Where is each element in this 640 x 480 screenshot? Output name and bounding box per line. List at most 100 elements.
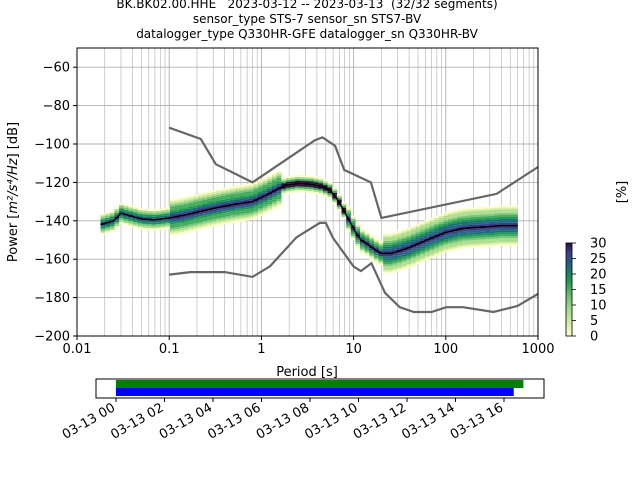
density-cell [170, 229, 175, 232]
density-cell [179, 232, 185, 234]
density-cell [304, 179, 310, 182]
density-cell [360, 238, 365, 240]
density-cell [485, 231, 491, 234]
density-cell [406, 250, 412, 253]
density-cell [360, 241, 365, 244]
density-cell [424, 233, 430, 236]
density-cell [350, 236, 356, 239]
density-cell [429, 229, 435, 232]
density-cell [485, 233, 491, 236]
density-cell [336, 195, 342, 198]
density-cell [258, 208, 264, 211]
density-cell [276, 185, 282, 188]
density-cell [142, 208, 148, 211]
low-noise-model [169, 221, 538, 314]
density-cell [397, 269, 403, 272]
density-cell [188, 197, 194, 200]
density-cell [197, 227, 203, 230]
density-cell [452, 217, 458, 220]
density-cell [197, 195, 203, 198]
density-cell [461, 223, 467, 226]
density-cell [369, 234, 375, 237]
density-cell [248, 189, 254, 192]
density-cell [253, 191, 259, 194]
density-cell [262, 188, 268, 191]
density-cell [202, 213, 208, 216]
density-cell [211, 222, 217, 225]
density-cell [438, 215, 444, 218]
colorbar-tick-label: 10 [590, 299, 607, 314]
density-cell [383, 240, 389, 243]
density-cell [494, 230, 500, 233]
density-cell [383, 248, 389, 251]
density-cell [397, 267, 403, 270]
density-cell [239, 213, 245, 216]
density-cell [461, 236, 467, 239]
density-cell [378, 244, 384, 247]
density-cell [475, 243, 481, 246]
density-cell [165, 209, 171, 212]
density-cell [253, 210, 259, 213]
density-cell [438, 239, 444, 241]
density-cell [350, 222, 356, 225]
density-cell [225, 194, 231, 197]
density-cell [438, 227, 444, 230]
density-cell [401, 259, 407, 262]
density-cell [494, 209, 500, 212]
density-cell [512, 207, 518, 210]
density-cell [290, 188, 296, 191]
density-cell [188, 199, 194, 202]
density-cell [508, 215, 514, 217]
density-cell [410, 260, 416, 263]
density-cell [193, 221, 199, 224]
density-cell [188, 220, 194, 223]
density-cell [438, 240, 444, 243]
density-cell [512, 232, 518, 235]
density-cell [230, 220, 236, 223]
density-cell [494, 215, 500, 218]
density-cell [146, 212, 152, 215]
density-cell [188, 208, 194, 211]
y-axis-label-prefix: Power [ [6, 214, 21, 263]
density-cell [179, 201, 185, 204]
density-cell [258, 194, 264, 197]
density-cell [471, 215, 477, 217]
density-cell [262, 187, 268, 189]
density-cell [508, 230, 514, 233]
density-cell [211, 216, 217, 219]
density-cell [142, 210, 148, 213]
density-cell [503, 222, 509, 225]
density-cell [244, 197, 250, 200]
density-cell [415, 235, 421, 238]
density-cell [299, 190, 305, 193]
density-cell [499, 215, 504, 217]
density-cell [248, 204, 254, 207]
density-cell [313, 180, 319, 183]
density-cell [165, 219, 171, 221]
density-cell [387, 264, 393, 266]
density-cell [332, 192, 338, 195]
density-cell [438, 250, 444, 253]
density-cell [401, 236, 407, 239]
density-cell [123, 209, 129, 212]
density-cell [193, 228, 199, 231]
density-cell [485, 219, 491, 222]
density-cell [160, 225, 166, 228]
density-cell [160, 215, 166, 218]
density-cell [438, 223, 444, 226]
density-cell [262, 185, 268, 188]
density-cell [239, 190, 245, 193]
density-cell [174, 207, 180, 210]
density-cell [448, 213, 453, 215]
density-cell [225, 202, 231, 205]
density-cell [415, 225, 421, 228]
density-cell [461, 225, 467, 228]
density-cell [452, 227, 458, 230]
y-axis-label: Power [m²/s⁴/Hz] [dB] [6, 122, 21, 262]
density-cell [202, 195, 208, 198]
density-cell [313, 176, 319, 179]
density-cell [434, 217, 440, 220]
coverage-tick-label: 03-13 12 [351, 400, 409, 442]
density-cell [475, 224, 481, 227]
